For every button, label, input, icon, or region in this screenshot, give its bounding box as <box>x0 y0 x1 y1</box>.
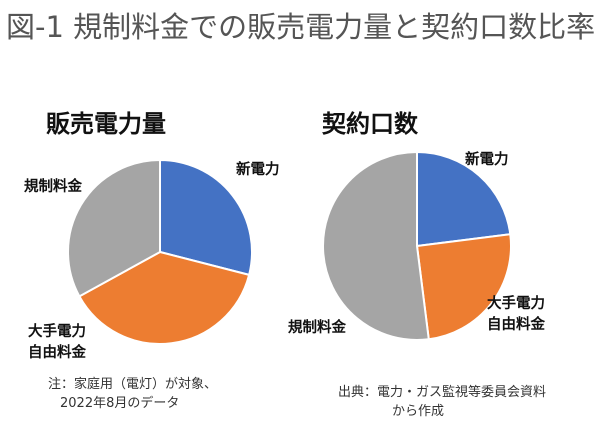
pie2-label-new-power: 新電力 <box>465 150 509 171</box>
chart-main-title: 図-1 規制料金での販売電力量と契約口数比率 <box>6 10 596 44</box>
pie1-slice-regulated <box>67 158 161 298</box>
pie1-label-major-free: 大手電力 自由料金 <box>28 322 86 364</box>
pie-title-sales-volume: 販売電力量 <box>46 110 166 138</box>
pie1-label-new-power-line1: 新電力 <box>236 162 280 178</box>
note-right-line2: から作成 <box>392 404 445 419</box>
note-right-line1: 出典：電力・ガス監視等委員会資料 <box>338 385 547 400</box>
pie1-label-regulated-line1: 規制料金 <box>24 179 82 195</box>
note-right: 出典：電力・ガス監視等委員会資料 から作成 <box>338 383 546 421</box>
pie1-slice-major-free <box>78 250 251 345</box>
pie2-label-major-free-line2: 自由料金 <box>487 317 545 333</box>
note-left-line2: 2022年8月のデータ <box>60 396 180 411</box>
pie2-label-new-power-line1: 新電力 <box>465 152 509 168</box>
pie1-label-regulated: 規制料金 <box>24 177 82 198</box>
pie1-slice-new-power <box>159 158 253 277</box>
pie2-label-major-free-line1: 大手電力 <box>487 296 545 312</box>
pie2-slice-regulated <box>322 150 430 341</box>
pie1-label-major-free-line1: 大手電力 <box>28 324 86 340</box>
note-left-line1: 注：家庭用（電灯）が対象、 <box>48 377 218 392</box>
pie2-slice-new-power <box>416 150 512 248</box>
pie2-label-regulated-line1: 規制料金 <box>288 320 346 336</box>
pie2-label-regulated: 規制料金 <box>288 318 346 339</box>
pie2-slice-major-free <box>415 233 512 341</box>
pie-title-contracts: 契約口数 <box>322 110 418 138</box>
note-left: 注：家庭用（電灯）が対象、 2022年8月のデータ <box>48 375 217 413</box>
pie1-label-major-free-line2: 自由料金 <box>28 345 86 361</box>
pie2-label-major-free: 大手電力 自由料金 <box>487 294 545 336</box>
pie1-label-new-power: 新電力 <box>236 160 280 181</box>
